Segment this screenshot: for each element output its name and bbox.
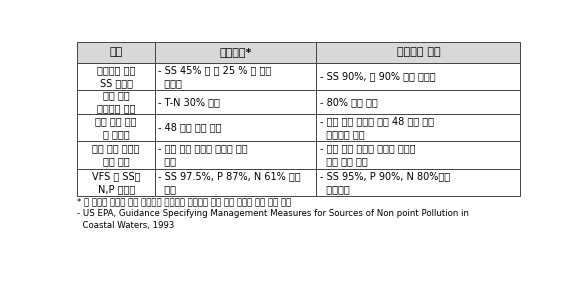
- Bar: [155, 169, 317, 196]
- Text: 항목: 항목: [110, 47, 123, 57]
- Bar: [155, 90, 317, 114]
- Bar: [78, 141, 155, 169]
- Bar: [78, 114, 155, 141]
- Text: 해외수준*: 해외수준*: [220, 47, 252, 57]
- Text: * 동 기술과 관련한 국내 유사기술 개발사례 확인되지 않아 해외 기술에 대한 성능 제시: * 동 기술과 관련한 국내 유사기술 개발사례 확인되지 않아 해외 기술에 …: [78, 197, 292, 206]
- Text: - T-N 30% 제거: - T-N 30% 제거: [159, 97, 220, 107]
- Bar: [78, 63, 155, 90]
- Bar: [78, 42, 155, 63]
- Bar: [155, 114, 317, 141]
- Text: - SS 45% 및 인 25 % 의 평균
  제거율: - SS 45% 및 인 25 % 의 평균 제거율: [159, 65, 272, 88]
- Text: - SS 90%, 인 90% 이상 제거율: - SS 90%, 인 90% 이상 제거율: [320, 72, 436, 82]
- Text: - 초기 강우 침투형 국내형 저류지
  바닥 식생 개발: - 초기 강우 침투형 국내형 저류지 바닥 식생 개발: [320, 143, 416, 166]
- Text: - SS 95%, P 90%, N 80%이상
  제거효율: - SS 95%, P 90%, N 80%이상 제거효율: [320, 171, 450, 194]
- Bar: [155, 42, 317, 63]
- Bar: [78, 169, 155, 196]
- Text: - 평균 강우 강도에 대한 48 시간 강우
  저류용량 확보: - 평균 강우 강도에 대한 48 시간 강우 저류용량 확보: [320, 116, 434, 139]
- Text: - 80% 이상 제거: - 80% 이상 제거: [320, 97, 378, 107]
- Bar: [155, 63, 317, 90]
- Text: 기술개발 목표: 기술개발 목표: [396, 47, 440, 57]
- Text: - SS 97.5%, P 87%, N 61% 제거
  효율: - SS 97.5%, P 87%, N 61% 제거 효율: [159, 171, 301, 194]
- Text: - US EPA, Guidance Specifying Management Measures for Sources of Non point Pollu: - US EPA, Guidance Specifying Management…: [78, 209, 469, 218]
- Bar: [317, 141, 520, 169]
- Bar: [317, 169, 520, 196]
- Text: - 48 시간 강우 저류: - 48 시간 강우 저류: [159, 122, 222, 132]
- Bar: [317, 114, 520, 141]
- Text: Coastal Waters, 1993: Coastal Waters, 1993: [78, 221, 175, 230]
- Text: - 초기 강우 침투시 여과형 식생
  설치: - 초기 강우 침투시 여과형 식생 설치: [159, 143, 248, 166]
- Bar: [155, 141, 317, 169]
- Bar: [317, 90, 520, 114]
- Text: 농지 유출
질소부하 차단: 농지 유출 질소부하 차단: [97, 91, 135, 114]
- Bar: [317, 42, 520, 63]
- Bar: [317, 63, 520, 90]
- Text: 초기 강우 침투용
식생 개발: 초기 강우 침투용 식생 개발: [93, 143, 140, 166]
- Text: VFS 의 SS와
N,P 제거율: VFS 의 SS와 N,P 제거율: [92, 171, 141, 194]
- Bar: [78, 90, 155, 114]
- Text: 강우 유출 차단
및 재이용: 강우 유출 차단 및 재이용: [96, 116, 137, 139]
- Text: 유출수의 인과
SS 차단율: 유출수의 인과 SS 차단율: [97, 65, 135, 88]
